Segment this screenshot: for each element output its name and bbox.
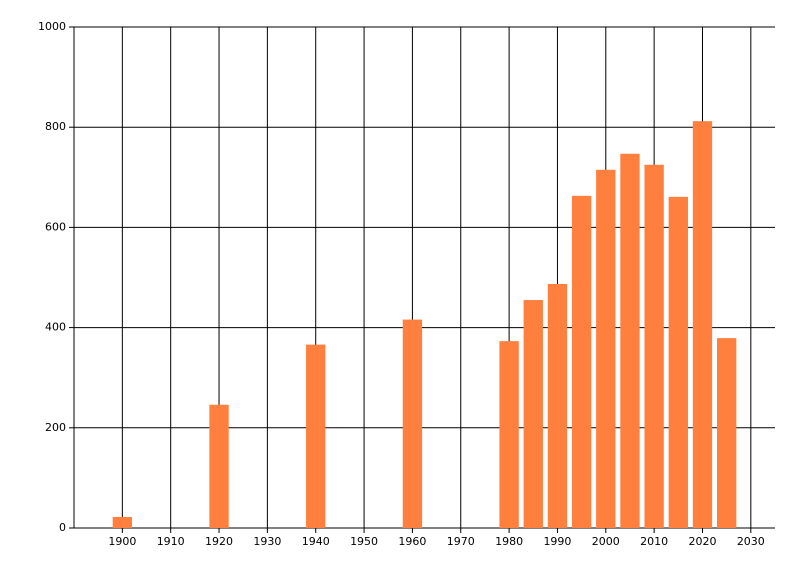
x-tick-label: 1980 [495, 535, 523, 548]
bar [620, 153, 640, 529]
bar [523, 300, 543, 528]
y-tick-label: 400 [45, 321, 66, 334]
bar [402, 319, 423, 528]
bar [668, 196, 688, 529]
x-tick-label: 1930 [253, 535, 281, 548]
x-tick-label: 1970 [447, 535, 475, 548]
y-tick-label: 600 [45, 220, 66, 233]
x-tick-label: 1950 [350, 535, 378, 548]
y-tick-label: 1000 [38, 20, 66, 33]
bar [209, 404, 229, 528]
x-tick-label: 1960 [398, 535, 426, 548]
y-tick-label: 800 [45, 120, 66, 133]
bar [644, 164, 664, 528]
x-tick-label: 1920 [205, 535, 233, 548]
bar [547, 284, 568, 528]
x-tick-label: 1910 [157, 535, 185, 548]
bar [112, 516, 133, 528]
bar [499, 341, 519, 528]
bar [596, 169, 616, 528]
x-tick-label: 1900 [108, 535, 136, 548]
bar [716, 338, 737, 528]
bar [571, 195, 592, 528]
x-tick-label: 1990 [543, 535, 571, 548]
x-tick-label: 2010 [640, 535, 668, 548]
x-tick-label: 2000 [592, 535, 620, 548]
x-tick-label: 2020 [688, 535, 716, 548]
y-tick-label: 200 [45, 421, 66, 434]
x-tick-label: 2030 [737, 535, 765, 548]
y-tick-label: 0 [59, 521, 66, 534]
bar [306, 344, 326, 528]
x-tick-label: 1940 [302, 535, 330, 548]
bar [692, 121, 713, 529]
